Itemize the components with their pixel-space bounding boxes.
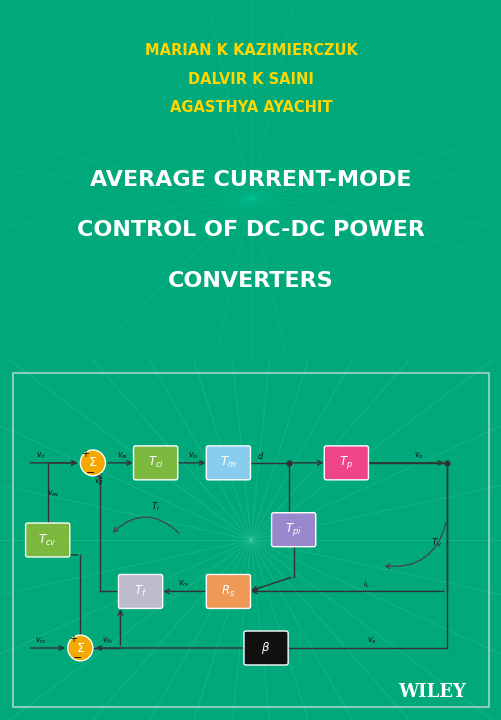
- FancyBboxPatch shape: [206, 575, 250, 608]
- Text: $T_v$: $T_v$: [430, 536, 441, 549]
- Text: $T_m$: $T_m$: [219, 455, 236, 470]
- Text: AVERAGE CURRENT-MODE: AVERAGE CURRENT-MODE: [90, 170, 411, 190]
- FancyBboxPatch shape: [243, 631, 288, 665]
- Text: −: −: [73, 653, 82, 663]
- FancyBboxPatch shape: [118, 575, 162, 608]
- Text: CONVERTERS: CONVERTERS: [168, 271, 333, 291]
- Text: $T_{ci}$: $T_{ci}$: [147, 455, 163, 470]
- Text: $v_{rs}$: $v_{rs}$: [177, 579, 188, 590]
- Text: $T_p$: $T_p$: [339, 454, 353, 472]
- FancyBboxPatch shape: [271, 513, 315, 546]
- Text: −: −: [86, 468, 95, 478]
- Text: $T_i$: $T_i$: [151, 500, 160, 513]
- Text: CONTROL OF DC-DC POWER: CONTROL OF DC-DC POWER: [77, 220, 424, 240]
- Text: $v_{ev}$: $v_{ev}$: [47, 489, 60, 499]
- Text: $v_o$: $v_o$: [413, 451, 423, 461]
- Text: $v_{rv}$: $v_{rv}$: [35, 636, 47, 646]
- Text: MARIAN K KAZIMIERCZUK: MARIAN K KAZIMIERCZUK: [144, 43, 357, 58]
- Text: $i_L$: $i_L$: [362, 578, 369, 590]
- FancyBboxPatch shape: [133, 446, 177, 480]
- Text: $R_s$: $R_s$: [221, 584, 235, 599]
- Text: $T_{pi}$: $T_{pi}$: [285, 521, 302, 539]
- Text: $T_{cv}$: $T_{cv}$: [38, 533, 57, 547]
- Text: $v_{ei}$: $v_{ei}$: [117, 451, 128, 461]
- Text: $v_{ri}$: $v_{ri}$: [36, 451, 46, 461]
- Text: $T_f$: $T_f$: [134, 584, 147, 599]
- Text: +: +: [81, 449, 89, 459]
- FancyBboxPatch shape: [206, 446, 250, 480]
- Text: $d$: $d$: [257, 450, 264, 461]
- Circle shape: [80, 450, 105, 476]
- Text: $v_{fv}$: $v_{fv}$: [102, 636, 114, 646]
- Text: AGASTHYA AYACHIT: AGASTHYA AYACHIT: [169, 101, 332, 115]
- Text: +: +: [69, 634, 77, 644]
- Text: $v_{ci}$: $v_{ci}$: [187, 451, 198, 461]
- Text: $v_\beta$: $v_\beta$: [94, 477, 104, 488]
- Text: DALVIR K SAINI: DALVIR K SAINI: [188, 72, 313, 86]
- Text: WILEY: WILEY: [397, 683, 465, 701]
- Text: $\Sigma$: $\Sigma$: [76, 642, 85, 654]
- Text: $\beta$: $\beta$: [261, 640, 270, 656]
- Text: $\Sigma$: $\Sigma$: [88, 456, 97, 469]
- FancyBboxPatch shape: [26, 523, 70, 557]
- Text: $v_o$: $v_o$: [366, 636, 376, 646]
- FancyBboxPatch shape: [324, 446, 368, 480]
- Circle shape: [68, 635, 93, 661]
